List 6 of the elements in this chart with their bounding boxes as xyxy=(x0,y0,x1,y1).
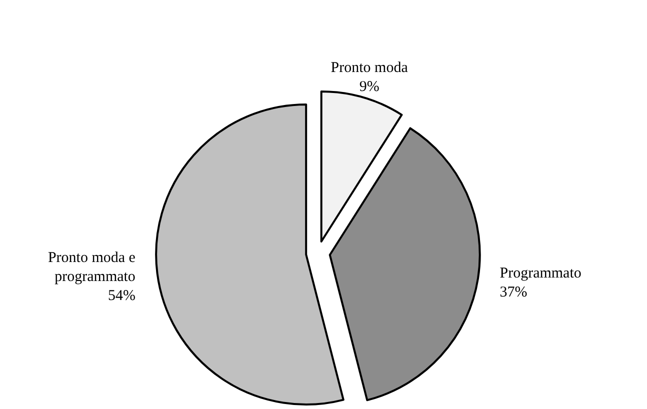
slice-label: Pronto moda e programmato xyxy=(48,250,136,286)
slice-label: Programmato xyxy=(500,265,582,282)
data-label: 9% xyxy=(359,78,380,95)
data-label: 54% xyxy=(108,288,136,304)
slice-label: Pronto moda xyxy=(330,60,408,76)
data-label: 37% xyxy=(500,284,528,300)
